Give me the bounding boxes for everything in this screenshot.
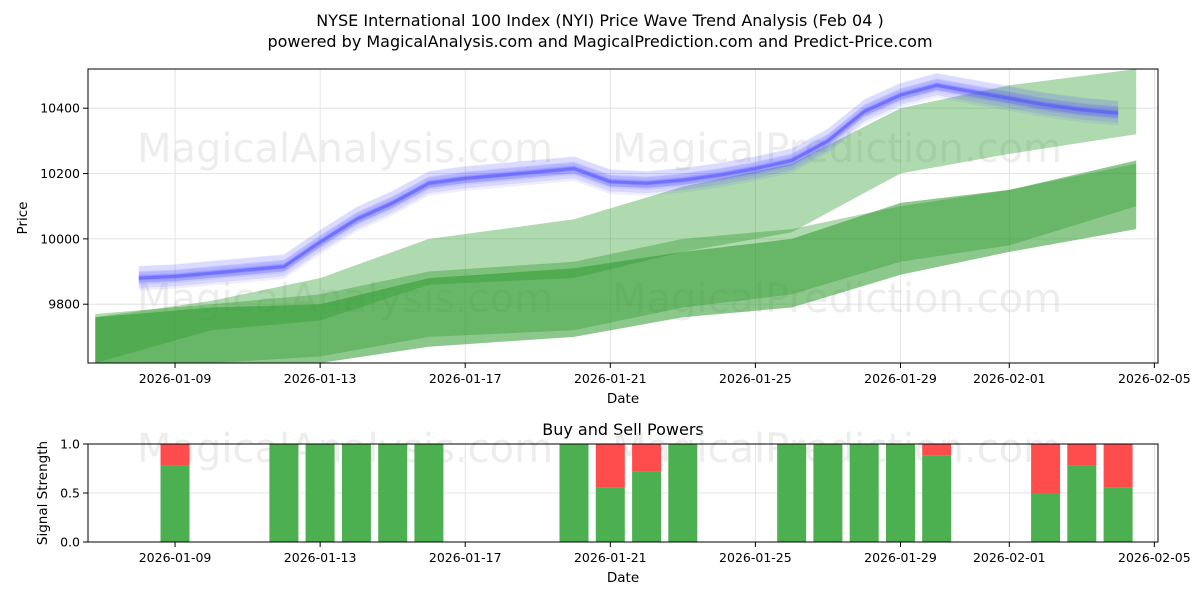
buy-sell-y-tick-label: 0.0	[60, 535, 80, 550]
buy-sell-x-tick-label: 2026-01-21	[574, 550, 647, 565]
green-band-3	[95, 160, 1137, 363]
sell-bar	[632, 444, 662, 472]
sell-bar	[160, 444, 190, 466]
price-y-tick-label: 9800	[48, 297, 80, 312]
buy-sell-x-tick-label: 2026-02-01	[973, 550, 1046, 565]
blue-waves	[138, 72, 1119, 291]
price-wave-chart: MagicalAnalysis.com MagicalPrediction.co…	[15, 68, 1191, 407]
buy-bar	[886, 444, 915, 542]
buy-bar	[668, 444, 698, 542]
blue-wave-ribbon-4	[138, 78, 1119, 283]
price-x-tick-label: 2026-01-25	[719, 371, 792, 386]
sell-bar	[922, 444, 952, 456]
buy-sell-x-tick-label: 2026-01-25	[719, 550, 792, 565]
buy-bar	[1103, 487, 1133, 542]
buy-sell-x-tick-label: 2026-01-29	[864, 550, 937, 565]
buy-sell-y-ticks: 0.0 0.5 1.0	[60, 437, 88, 550]
buy-sell-y-tick-label: 0.5	[60, 486, 80, 501]
buy-bar	[160, 465, 190, 542]
price-x-ticks: 2026-01-09 2026-01-13 2026-01-17 2026-01-21…	[139, 363, 1191, 386]
price-x-tick-label: 2026-01-17	[429, 371, 502, 386]
green-bands	[95, 69, 1137, 363]
buy-sell-x-tick-label: 2026-01-13	[284, 550, 357, 565]
sell-bar	[1031, 444, 1061, 493]
buy-bar	[414, 444, 444, 542]
price-x-tick-label: 2026-01-21	[574, 371, 647, 386]
watermark-analysis-top: MagicalAnalysis.com	[137, 126, 553, 172]
buy-sell-x-tick-label: 2026-01-09	[139, 550, 212, 565]
price-x-tick-label: 2026-01-09	[139, 371, 212, 386]
green-band-2	[95, 69, 1137, 363]
buy-sell-y-label: Signal Strength	[35, 441, 51, 545]
blue-wave-center-line	[138, 83, 1119, 280]
buy-bar	[305, 444, 335, 542]
price-y-tick-label: 10000	[40, 231, 80, 246]
buy-bar	[813, 444, 843, 542]
buy-sell-x-tick-label: 2026-02-05	[1118, 550, 1191, 565]
buy-bar	[559, 444, 589, 542]
buy-bar	[595, 487, 625, 542]
buy-bar	[922, 455, 952, 542]
price-x-tick-label: 2026-02-01	[973, 371, 1046, 386]
sell-bar	[1067, 444, 1097, 466]
price-x-tick-label: 2026-01-13	[284, 371, 357, 386]
price-y-label: Price	[15, 202, 31, 235]
blue-wave-ribbon-2	[138, 73, 1119, 285]
buy-bar	[269, 444, 299, 542]
buy-sell-x-ticks: 2026-01-09 2026-01-13 2026-01-17 2026-01-21…	[139, 542, 1191, 565]
sell-bar	[595, 444, 625, 488]
buy-bar	[378, 444, 408, 542]
buy-bar	[849, 444, 879, 542]
price-plot-frame	[87, 68, 1159, 364]
buy-sell-x-tick-label: 2026-01-17	[429, 550, 502, 565]
buy-bar	[341, 444, 371, 542]
chart-title: NYSE International 100 Index (NYI) Price…	[316, 11, 883, 30]
buy-sell-chart: Buy and Sell Powers MagicalAnalysis.com …	[35, 420, 1191, 586]
price-y-ticks: 9800 10000 10200 10400	[40, 101, 88, 312]
price-y-tick-label: 10200	[40, 166, 80, 181]
buy-sell-title: Buy and Sell Powers	[542, 420, 704, 439]
buy-bar	[632, 471, 662, 542]
buy-bar	[777, 444, 807, 542]
buy-bar	[1031, 493, 1061, 542]
price-x-tick-label: 2026-01-29	[864, 371, 937, 386]
buy-sell-bars	[160, 444, 1133, 542]
chart-subtitle: powered by MagicalAnalysis.com and Magic…	[267, 32, 932, 51]
sell-bar	[1103, 444, 1133, 488]
buy-sell-x-label: Date	[607, 570, 639, 586]
price-x-tick-label: 2026-02-05	[1118, 371, 1191, 386]
buy-bar	[1067, 465, 1097, 542]
price-x-label: Date	[607, 391, 639, 407]
price-y-tick-label: 10400	[40, 101, 80, 116]
buy-sell-y-tick-label: 1.0	[60, 437, 80, 452]
